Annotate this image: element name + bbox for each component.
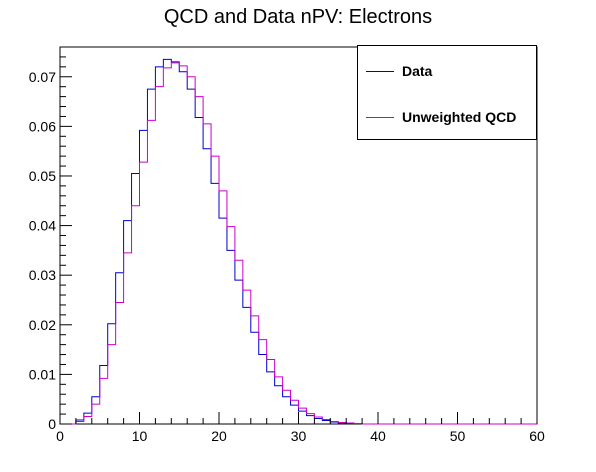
y-tick-label: 0.01 (29, 366, 56, 382)
legend-swatch-unweighted-qcd (366, 116, 394, 118)
y-tick-label: 0.06 (29, 118, 56, 134)
y-tick-label: 0 (48, 416, 56, 432)
legend: Data Unweighted QCD (357, 45, 537, 140)
legend-item-data: Data (366, 62, 432, 80)
legend-swatch-data (366, 70, 394, 72)
y-tick-label: 0.04 (29, 218, 56, 234)
y-tick-label: 0.02 (29, 317, 56, 333)
legend-label-unweighted-qcd: Unweighted QCD (402, 109, 517, 125)
y-tick-label: 0.07 (29, 69, 56, 85)
x-tick-label: 50 (450, 428, 466, 444)
y-tick-label: 0.03 (29, 267, 56, 283)
x-tick-label: 20 (211, 428, 227, 444)
x-tick-label: 30 (291, 428, 307, 444)
legend-label-data: Data (402, 63, 433, 79)
y-tick-label: 0.05 (29, 168, 56, 184)
axis-layer: 0 10 20 30 40 50 60 0 0.01 0.02 0.03 0.04 0.05 0.06 0.… (29, 56, 545, 444)
series-line-unweighted-qcd (60, 62, 537, 425)
x-tick-label: 40 (370, 428, 386, 444)
x-tick-label: 10 (132, 428, 148, 444)
legend-item-unweighted-qcd: Unweighted QCD (366, 108, 516, 126)
x-tick-label: 0 (56, 428, 64, 444)
x-tick-label: 60 (529, 428, 545, 444)
chart-title: QCD and Data nPV: Electrons (163, 6, 433, 28)
